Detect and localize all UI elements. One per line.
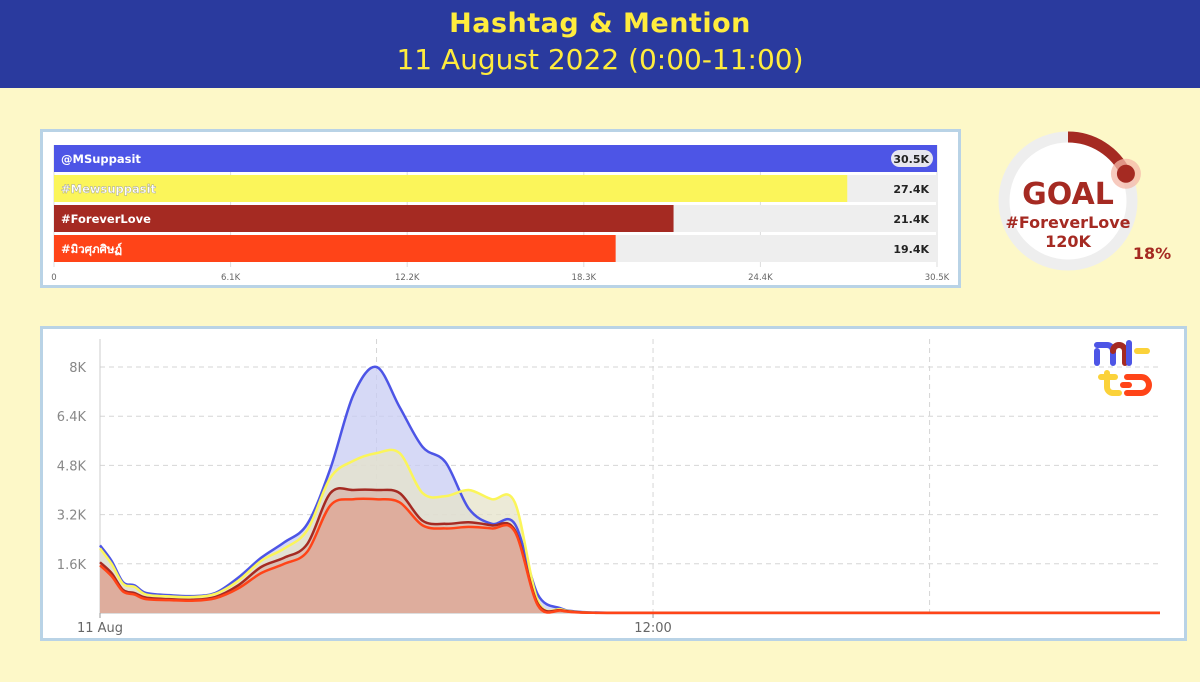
header: Hashtag & Mention 11 August 2022 (0:00-1… [0,0,1200,88]
goal-ring: GOAL #ForeverLove 120K 18% [998,131,1171,271]
area-x-tick-label: 11 Aug [77,621,123,636]
bar-chart: 0 6.1K 12.2K 18.3K 24.4K 30.5K @MSuppasit 30.5K… [51,145,950,283]
page-subtitle: 11 August 2022 (0:00-11:00) [396,43,804,76]
area-series-line [99,497,1160,615]
bar-value-label: 27.4K [893,183,929,196]
area-chart-panel: 1.6K 3.2K 4.8K 6.4K 8K 11 Aug 12:00 [40,326,1187,641]
bar-x-tick-label: 0 [51,273,56,283]
area-y-tick-label: 3.2K [57,509,87,524]
bar-value-label: 30.5K [893,153,929,166]
area-y-tick-label: 8K [69,361,86,376]
bar [54,145,937,172]
bar [54,205,674,232]
bar-category-label: #Mewsuppasit [61,182,157,196]
area-y-tick-label: 1.6K [57,558,87,573]
area-chart: 1.6K 3.2K 4.8K 6.4K 8K 11 Aug 12:00 [57,339,1160,636]
bar-x-tick-label: 6.1K [221,273,241,283]
area-y-tick-label: 4.8K [57,459,87,474]
goal-percent: 18% [1133,244,1171,263]
bar-value-label: 19.4K [893,243,929,256]
bar-x-tick-label: 24.4K [748,273,773,283]
page-title: Hashtag & Mention [449,8,751,39]
bar-x-tick-label: 30.5K [925,273,950,283]
goal-widget: GOAL #ForeverLove 120K 18% [990,131,1190,271]
bar-category-label: #มิวศุภศิษฏ์ [61,242,122,257]
bar-value-pill [891,150,933,167]
area-y-tick-label: 6.4K [57,410,87,425]
bar-chart-panel: 0 6.1K 12.2K 18.3K 24.4K 30.5K @MSuppasit 30.5K… [40,129,961,288]
goal-target: 120K [1045,232,1091,251]
goal-label: GOAL [1022,177,1114,212]
bar [54,235,616,262]
area-series-fill [100,498,1160,613]
bar-value-label: 21.4K [893,213,929,226]
area-x-tick-label: 12:00 [634,621,671,636]
bar [54,175,848,202]
bar-category-label: #ForeverLove [61,212,151,226]
goal-knob [1116,164,1135,183]
bar-x-tick-label: 18.3K [572,273,597,283]
goal-hashtag: #ForeverLove [1005,213,1130,232]
bar-x-tick-label: 12.2K [395,273,420,283]
brand-logo [1094,340,1152,396]
bar-category-label: @MSuppasit [61,152,141,166]
